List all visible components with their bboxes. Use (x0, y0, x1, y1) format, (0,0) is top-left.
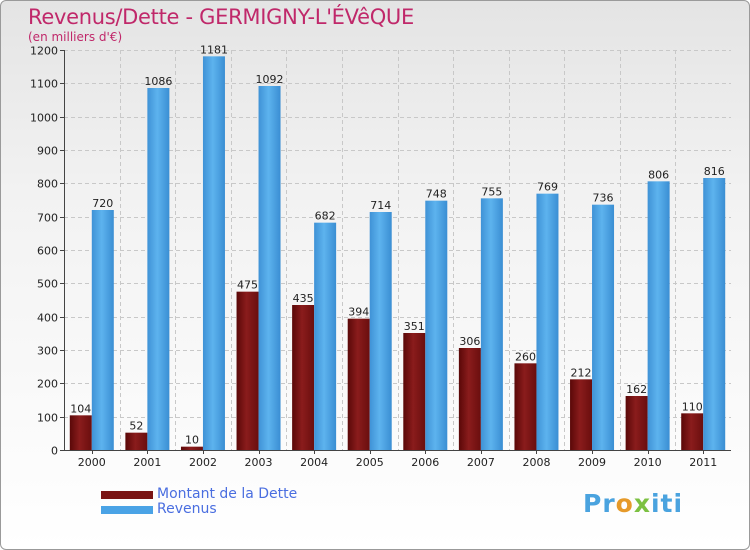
x-tick-label: 2001 (133, 456, 161, 469)
data-label: 110 (682, 400, 703, 413)
bar-dette (458, 348, 481, 450)
bar-dette (514, 363, 537, 450)
data-label: 682 (315, 210, 336, 223)
axes: 0 100 200 300 400 500 600 700 800 900 1000 1100 1200… (30, 45, 731, 469)
bar-revenus (425, 200, 448, 450)
bar-dette (681, 413, 704, 450)
y-tick-label: 600 (37, 245, 58, 258)
bar-revenus (91, 210, 114, 450)
data-label: 720 (92, 197, 113, 210)
data-label: 306 (459, 335, 480, 348)
data-label: 755 (481, 185, 502, 198)
data-label: 736 (593, 192, 614, 205)
chart-title: Revenus/Dette - GERMIGNY-L'ÉVêQUE (28, 5, 414, 29)
x-tick-label: 2003 (245, 456, 273, 469)
data-label: 351 (404, 320, 425, 333)
data-label: 1181 (200, 43, 228, 56)
y-tick-label: 1000 (30, 112, 58, 125)
y-tick-label: 1200 (30, 45, 58, 58)
bar-dette (69, 415, 92, 450)
data-label: 748 (426, 188, 447, 201)
x-tick-label: 2000 (78, 456, 106, 469)
gridlines (64, 50, 731, 450)
y-tick-label: 400 (37, 312, 58, 325)
bar-revenus (369, 212, 392, 450)
bar-dette (292, 305, 315, 450)
bar-dette (180, 446, 203, 450)
bars: 104 720 52 1086 10 1181 475 1092 435 682 394 714 351… (69, 43, 726, 451)
x-tick-label: 2004 (300, 456, 328, 469)
x-tick-label: 2006 (411, 456, 439, 469)
bar-dette (625, 396, 648, 450)
legend-swatch-dette (101, 491, 153, 499)
bar-revenus (202, 56, 225, 450)
data-label: 769 (537, 181, 558, 194)
y-tick-label: 900 (37, 145, 58, 158)
proxiti-logo: Proxiti (583, 489, 683, 518)
x-tick-label: 2007 (467, 456, 495, 469)
x-tick-label: 2011 (689, 456, 717, 469)
y-tick-label: 100 (37, 412, 58, 425)
bar-revenus (258, 86, 281, 450)
legend-label-dette: Montant de la Dette (157, 486, 298, 502)
y-tick-label: 700 (37, 212, 58, 225)
bar-dette (403, 333, 426, 450)
bar-dette (236, 291, 259, 450)
data-label: 10 (185, 434, 199, 447)
bar-revenus (480, 198, 503, 450)
y-tick-label: 0 (51, 445, 58, 458)
logo-part-3: x (633, 489, 651, 518)
x-tick-label: 2002 (189, 456, 217, 469)
x-tick-label: 2005 (356, 456, 384, 469)
data-label: 816 (704, 165, 725, 178)
y-tick-label: 800 (37, 178, 58, 191)
bar-revenus (536, 193, 559, 450)
data-label: 394 (348, 306, 369, 319)
bar-dette (347, 318, 370, 450)
bar-dette (570, 379, 593, 450)
y-tick-label: 300 (37, 345, 58, 358)
data-label: 52 (129, 420, 143, 433)
logo-part-4: iti (650, 489, 684, 518)
data-label: 1086 (144, 75, 172, 88)
x-tick-label: 2010 (634, 456, 662, 469)
data-label: 714 (370, 199, 391, 212)
bar-revenus (592, 204, 615, 450)
legend-label-revenus: Revenus (157, 501, 217, 517)
legend-swatch-revenus (101, 506, 153, 514)
bar-revenus (703, 178, 726, 450)
y-tick-label: 200 (37, 378, 58, 391)
data-label: 260 (515, 350, 536, 363)
bar-revenus (147, 88, 170, 450)
data-label: 104 (70, 402, 91, 415)
logo-part-2: o (615, 489, 634, 518)
x-tick-label: 2008 (522, 456, 550, 469)
data-label: 806 (648, 168, 669, 181)
y-tick-label: 1100 (30, 78, 58, 91)
data-label: 212 (571, 366, 592, 379)
logo-part-1: Pr (583, 489, 616, 518)
bar-dette (125, 432, 148, 450)
x-tick-label: 2009 (578, 456, 606, 469)
bar-revenus (647, 181, 670, 451)
data-label: 475 (237, 279, 258, 292)
y-tick-label: 500 (37, 278, 58, 291)
data-label: 1092 (256, 73, 284, 86)
chart-subtitle: (en milliers d'€) (28, 30, 123, 44)
bar-revenus (314, 222, 337, 450)
data-label: 435 (293, 292, 314, 305)
data-label: 162 (626, 383, 647, 396)
